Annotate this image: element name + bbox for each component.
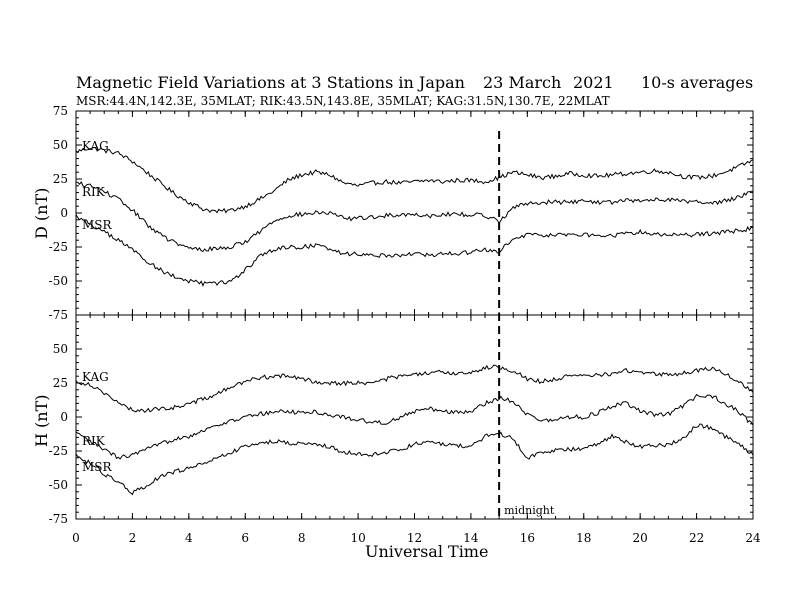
- chart-year: 2021: [573, 73, 614, 92]
- x-tick-label: 20: [633, 531, 648, 545]
- h-rik-label: RIK: [82, 434, 106, 448]
- x-tick-label: 0: [72, 531, 80, 545]
- x-tick-label: 2: [129, 531, 137, 545]
- y-tick-label: 50: [53, 342, 68, 356]
- y-tick-label: 25: [53, 172, 68, 186]
- y-tick-label: -25: [49, 444, 68, 458]
- d-kag-series-line: [75, 146, 754, 214]
- x-tick-label: 10: [350, 531, 365, 545]
- station-info: MSR:44.4N,142.3E, 35MLAT; RIK:43.5N,143.…: [76, 94, 610, 108]
- d-rik-label: RIK: [82, 185, 106, 199]
- chart-averaging: 10-s averages: [641, 73, 753, 92]
- x-tick-label: 18: [576, 531, 591, 545]
- h-kag-series-line: [75, 364, 754, 414]
- d-msr-label: MSR: [82, 218, 113, 232]
- h-msr-series-line: [75, 423, 754, 496]
- x-tick-label: 6: [241, 531, 249, 545]
- x-tick-label: 12: [407, 531, 422, 545]
- x-axis-label: Universal Time: [365, 542, 488, 561]
- h-panel-ticks: 50 25 0 -25 -50 -75: [49, 314, 754, 526]
- d-panel-y-label: D (nT): [32, 188, 51, 239]
- d-kag-label: KAG: [82, 139, 109, 153]
- y-tick-label: -50: [49, 274, 68, 288]
- y-tick-label: 25: [53, 376, 68, 390]
- chart-title: Magnetic Field Variations at 3 Stations …: [76, 73, 465, 92]
- x-tick-label: 14: [463, 531, 479, 545]
- d-panel-ticks: 75 50 25 0 -25 -50 -75: [49, 104, 754, 322]
- h-kag-label: KAG: [82, 370, 109, 384]
- y-tick-label: 0: [60, 410, 68, 424]
- x-tick-label: 22: [689, 531, 704, 545]
- chart-date: 23 March: [483, 73, 561, 92]
- x-tick-label: 16: [520, 531, 535, 545]
- y-tick-label: 0: [60, 206, 68, 220]
- x-axis-ticks: 0 2 4 6 8 10 12 14 16 18 20 22 24: [72, 531, 761, 545]
- y-tick-label: 50: [53, 138, 68, 152]
- d-rik-series-line: [75, 181, 753, 253]
- x-tick-label: 24: [745, 531, 761, 545]
- midnight-annotation: midnight: [504, 504, 555, 517]
- h-rik-series-line: [75, 393, 754, 460]
- d-msr-series-line: [75, 214, 754, 287]
- d-panel-traces: [75, 146, 754, 287]
- y-tick-label: -50: [49, 478, 68, 492]
- h-panel-y-label: H (nT): [32, 395, 51, 448]
- y-tick-label: 75: [53, 104, 68, 118]
- y-tick-label: -75: [49, 512, 68, 526]
- h-msr-label: MSR: [82, 460, 113, 474]
- y-tick-label: -75: [49, 308, 68, 322]
- h-panel-traces: [75, 364, 754, 496]
- y-tick-label: -25: [49, 240, 68, 254]
- x-tick-label: 8: [298, 531, 306, 545]
- x-tick-label: 4: [185, 531, 193, 545]
